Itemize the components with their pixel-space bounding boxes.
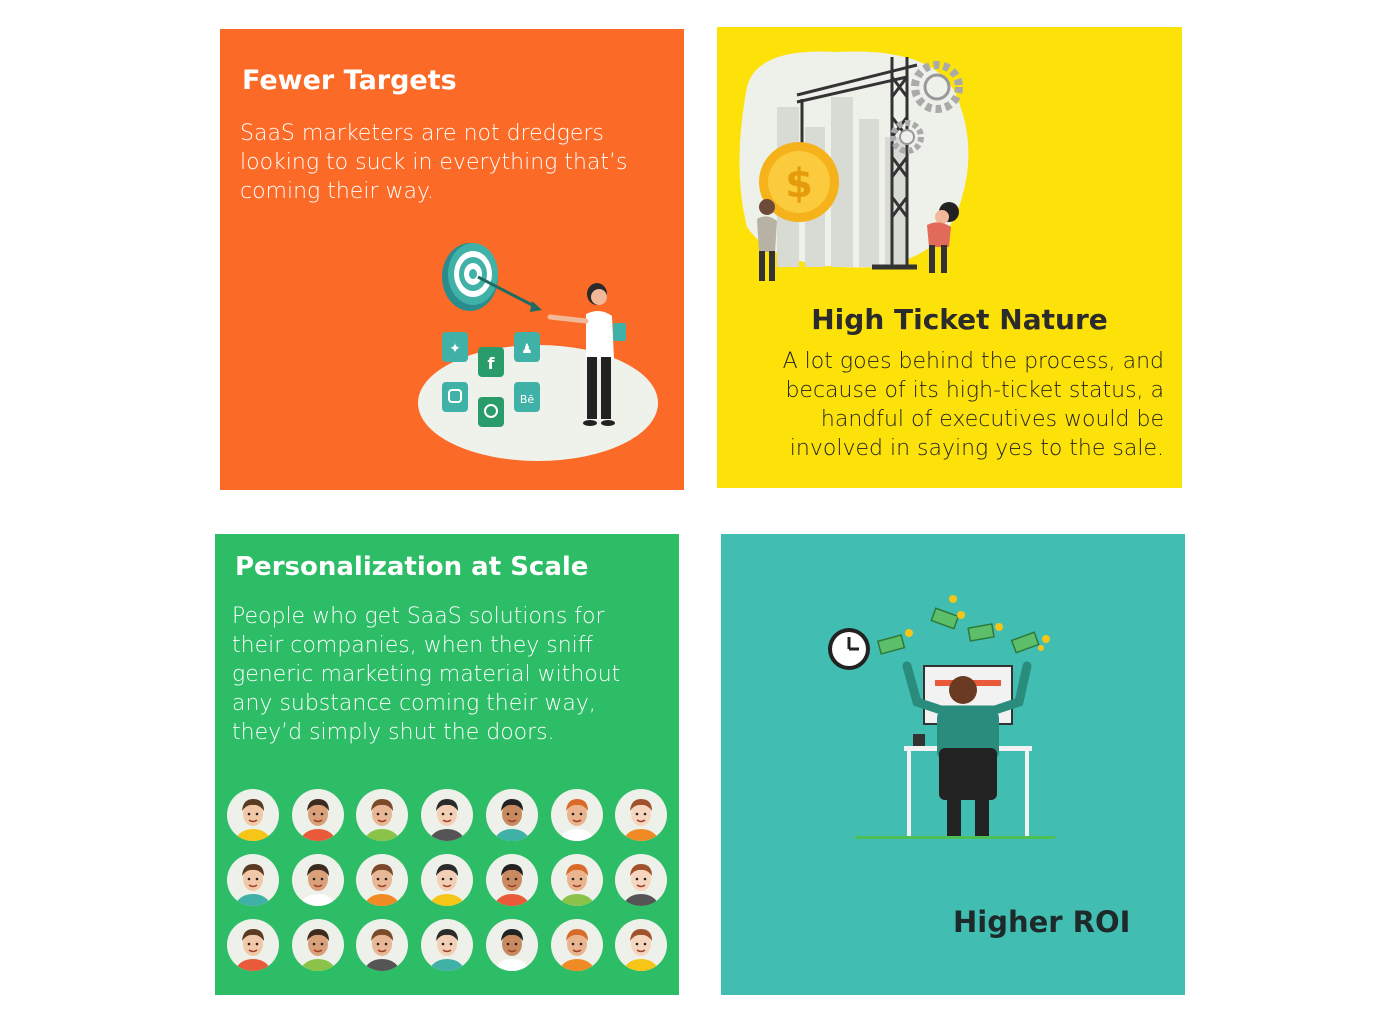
target-icon [442, 243, 542, 312]
behance-icon: Bē [514, 382, 540, 412]
avatar [421, 854, 474, 906]
avatar [227, 919, 279, 971]
card-body: A lot goes behind the process, and becau… [782, 349, 1164, 461]
avatar [421, 919, 474, 971]
svg-text:$: $ [785, 161, 813, 207]
svg-text:Bē: Bē [520, 393, 535, 406]
person-left [757, 199, 777, 281]
dollar-coin-icon: $ [759, 142, 839, 222]
avatar [550, 789, 603, 841]
card-title: Fewer Targets [242, 65, 457, 96]
card-fewer-targets: Fewer Targets SaaS marketers are not dre… [220, 29, 684, 490]
avatar [550, 854, 603, 906]
avatar [485, 919, 538, 971]
card-higher-roi: Higher ROI [721, 534, 1185, 995]
card-personalization: Personalization at Scale People who get … [215, 534, 679, 995]
celebrating-worker-illustration [828, 595, 1055, 839]
person-celebrating [902, 661, 1032, 836]
facebook-icon: f [478, 347, 504, 377]
banknote-icon [876, 607, 1040, 655]
avatar [291, 854, 344, 906]
social-icons: ✦ f ♟ Bē [442, 332, 540, 427]
card-title: High Ticket Nature [811, 303, 1108, 336]
clock-icon [828, 628, 870, 670]
pinterest-icon [478, 397, 504, 427]
avatar [421, 789, 474, 841]
avatar [550, 919, 603, 971]
avatar [615, 919, 668, 971]
card-title: Higher ROI [953, 905, 1131, 939]
avatar [356, 854, 409, 906]
instagram-icon [442, 382, 468, 412]
gear-icon [890, 61, 963, 154]
avatar [485, 854, 538, 906]
coin-icon [905, 595, 1050, 651]
avatar [291, 919, 344, 971]
avatar [485, 789, 538, 841]
avatar [615, 854, 668, 906]
twitter-icon: ✦ [442, 332, 468, 362]
avatar [227, 854, 279, 906]
crane-coin-illustration: $ [739, 51, 969, 281]
svg-text:✦: ✦ [449, 341, 461, 357]
svg-text:f: f [488, 354, 496, 373]
card-body: SaaS marketers are not dredgers looking … [240, 121, 628, 204]
card-title: Personalization at Scale [235, 552, 589, 582]
avatar [615, 789, 668, 841]
target-marketer-illustration: ✦ f ♟ Bē [418, 243, 658, 461]
person-right [927, 202, 959, 273]
snapchat-icon: ♟ [514, 332, 540, 362]
woman-figure [547, 283, 626, 426]
svg-text:♟: ♟ [521, 342, 533, 357]
grass-line [855, 836, 1055, 839]
avatar [291, 789, 344, 841]
avatar [356, 919, 409, 971]
card-high-ticket: $ High Ticket Nature A lot goes behind t… [717, 27, 1182, 488]
avatar [227, 789, 279, 841]
card-body: People who get SaaS solutions for their … [232, 604, 621, 745]
avatar [356, 789, 409, 841]
